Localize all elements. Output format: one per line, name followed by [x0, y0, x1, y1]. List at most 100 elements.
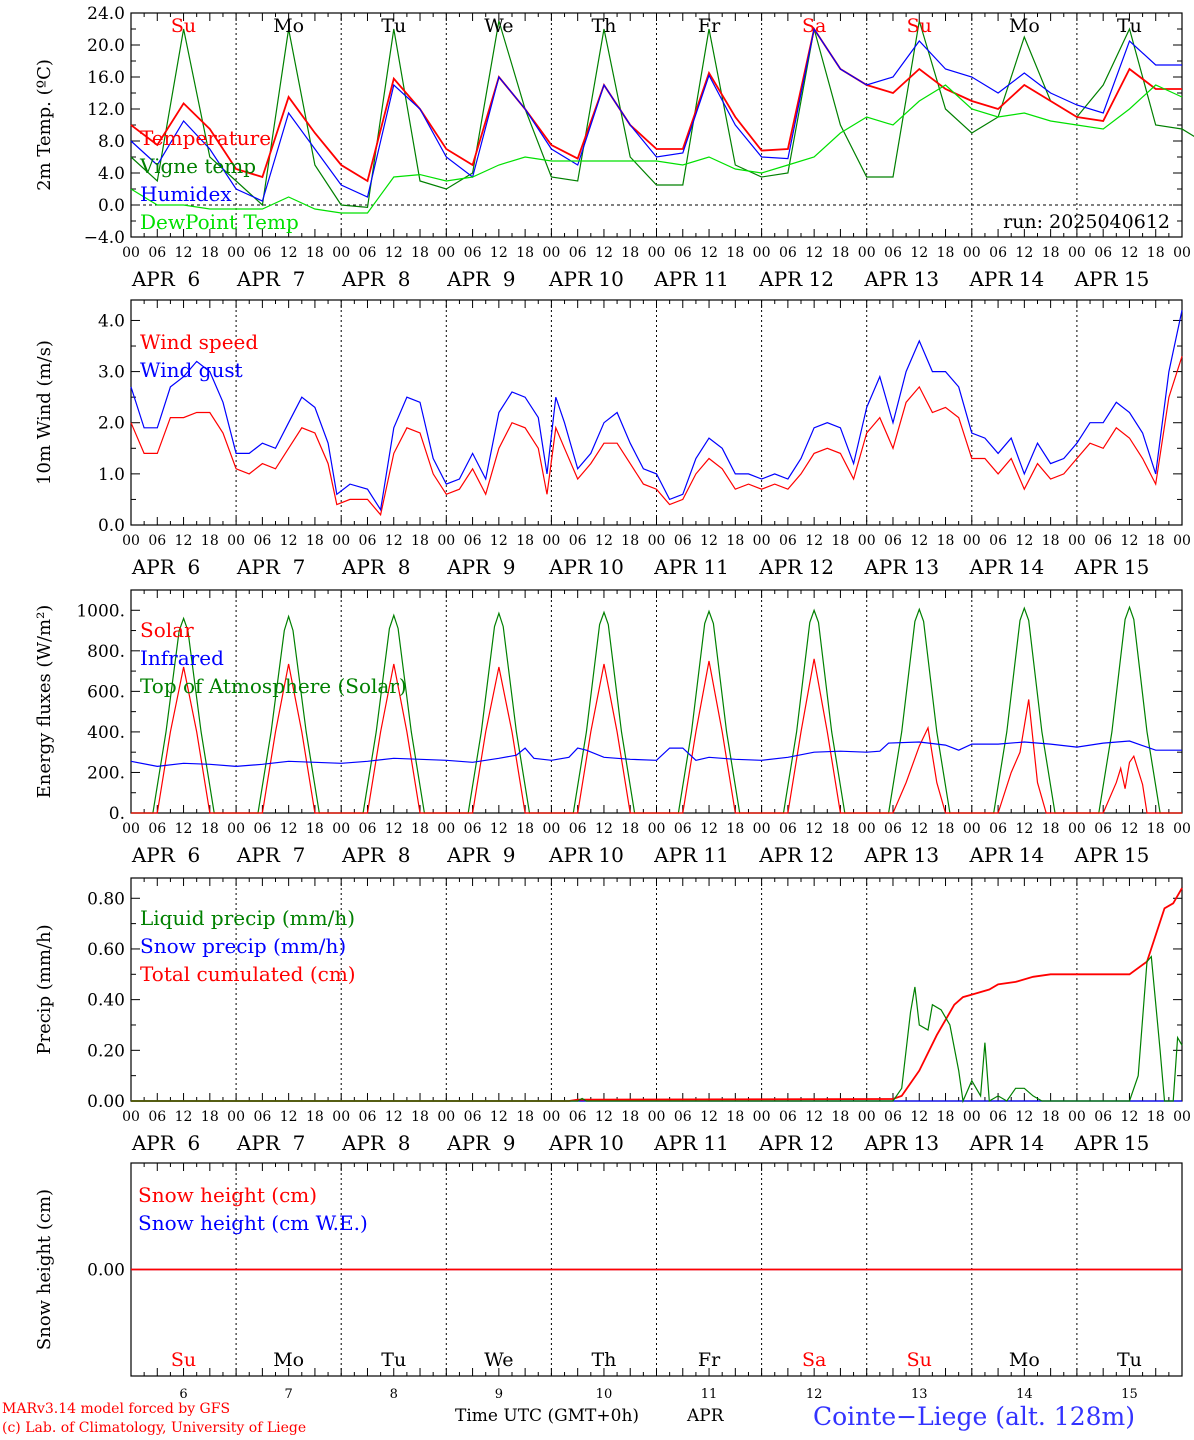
x-hour-label: 12 — [1015, 533, 1033, 549]
y-tick-label: 0. — [109, 804, 125, 824]
series-line-wind-gust — [130, 310, 1183, 512]
y-tick-label: 4.0 — [98, 311, 125, 331]
x-hour-label: 00 — [648, 821, 666, 837]
station-name: Cointe−Liege (alt. 128m) — [813, 1402, 1135, 1431]
x-hour-label: 18 — [1042, 821, 1060, 837]
y-tick-label: 200. — [87, 763, 125, 783]
weekday-label-top: Th — [591, 15, 616, 37]
x-hour-label: 00 — [122, 1109, 140, 1125]
x-hour-label: 06 — [359, 821, 377, 837]
x-hour-label: 18 — [306, 533, 324, 549]
x-hour-label: 12 — [1015, 1109, 1033, 1125]
y-tick-label: 0.80 — [87, 889, 125, 909]
x-hour-label: 12 — [175, 533, 193, 549]
x-hour-label: 12 — [385, 1109, 403, 1125]
x-hour-label: 18 — [621, 1109, 639, 1125]
x-hour-label: 00 — [1173, 1109, 1191, 1125]
x-hour-label: 06 — [779, 533, 797, 549]
legend-entry: Top of Atmosphere (Solar) — [140, 674, 407, 698]
x-hour-label: 06 — [989, 245, 1007, 261]
x-hour-label: 06 — [989, 1109, 1007, 1125]
x-hour-label: 06 — [464, 245, 482, 261]
x-date-label: APR 15 — [1074, 267, 1150, 291]
weekday-label-bottom: Tu — [1117, 1349, 1142, 1371]
x-hour-label: 00 — [1068, 1109, 1086, 1125]
x-hour-label: 18 — [1147, 245, 1165, 261]
x-date-label: APR 15 — [1074, 555, 1150, 579]
x-hour-label: 00 — [648, 1109, 666, 1125]
x-hour-label: 18 — [1147, 533, 1165, 549]
y-axis-label: 10m Wind (m/s) — [34, 340, 55, 485]
x-hour-label: 06 — [148, 1109, 166, 1125]
x-hour-label: 18 — [621, 245, 639, 261]
x-hour-label: 12 — [805, 533, 823, 549]
x-hour-label: 06 — [569, 533, 587, 549]
y-tick-label: 0.60 — [87, 940, 125, 960]
x-hour-label: 18 — [1147, 821, 1165, 837]
x-hour-label: 06 — [359, 1109, 377, 1125]
x-hour-label: 00 — [963, 1109, 981, 1125]
series-line-humidex — [130, 27, 1182, 202]
x-axis-title: Time UTC (GMT+0h) — [455, 1406, 640, 1426]
y-tick-label: 0.0 — [98, 516, 125, 536]
x-hour-label: 12 — [1121, 245, 1139, 261]
weekday-label-top: Su — [907, 15, 932, 37]
x-hour-label: 18 — [726, 821, 744, 837]
x-hour-label: 12 — [595, 821, 613, 837]
x-date-label: APR 11 — [653, 843, 729, 867]
x-date-label: APR 6 — [131, 555, 200, 579]
day-number-label: 6 — [179, 1387, 187, 1402]
credit-line-2: (c) Lab. of Climatology, University of L… — [2, 1420, 307, 1436]
x-hour-label: 12 — [280, 821, 298, 837]
x-hour-label: 12 — [805, 245, 823, 261]
x-hour-label: 18 — [411, 821, 429, 837]
x-hour-label: 12 — [700, 245, 718, 261]
x-hour-label: 12 — [805, 1109, 823, 1125]
weekday-label-bottom: Mo — [1009, 1349, 1040, 1371]
x-hour-label: 00 — [753, 1109, 771, 1125]
x-hour-label: 06 — [884, 1109, 902, 1125]
y-tick-label: 0.00 — [87, 1261, 125, 1281]
x-hour-label: 06 — [253, 245, 271, 261]
run-annotation: run: 2025040612 — [1003, 211, 1170, 233]
x-hour-label: 06 — [884, 533, 902, 549]
x-date-label: APR 7 — [236, 267, 305, 291]
series-line-wind-speed — [130, 356, 1183, 517]
x-hour-label: 06 — [148, 821, 166, 837]
x-date-label: APR 14 — [968, 1131, 1044, 1155]
x-hour-label: 12 — [595, 1109, 613, 1125]
y-tick-label: 600. — [87, 682, 125, 702]
panel-snow — [130, 1162, 1183, 1377]
day-number-label: 10 — [596, 1387, 613, 1402]
x-hour-label: 06 — [253, 1109, 271, 1125]
x-hour-label: 12 — [595, 245, 613, 261]
x-hour-label: 00 — [227, 533, 245, 549]
x-hour-label: 06 — [148, 533, 166, 549]
x-date-label: APR 12 — [758, 267, 834, 291]
x-hour-label: 00 — [542, 245, 560, 261]
x-hour-label: 12 — [700, 821, 718, 837]
x-hour-label: 00 — [1173, 533, 1191, 549]
x-date-label: APR 11 — [653, 1131, 729, 1155]
legend-entry: Solar — [140, 618, 194, 642]
series-line-infrared — [130, 740, 1182, 768]
x-hour-label: 00 — [542, 533, 560, 549]
x-hour-label: 18 — [1147, 1109, 1165, 1125]
series-line-temperature — [130, 26, 1182, 183]
x-hour-label: 18 — [306, 1109, 324, 1125]
x-hour-label: 00 — [122, 821, 140, 837]
x-hour-label: 00 — [858, 533, 876, 549]
x-hour-label: 18 — [411, 1109, 429, 1125]
x-date-label: APR 9 — [446, 843, 515, 867]
x-hour-label: 18 — [621, 533, 639, 549]
x-hour-label: 12 — [385, 821, 403, 837]
day-number-label: 7 — [285, 1387, 293, 1402]
x-hour-label: 18 — [1042, 1109, 1060, 1125]
x-hour-label: 18 — [411, 245, 429, 261]
x-hour-label: 00 — [1068, 533, 1086, 549]
x-hour-label: 00 — [437, 245, 455, 261]
weekday-label-top: We — [484, 15, 513, 37]
x-hour-label: 18 — [201, 1109, 219, 1125]
x-hour-label: 00 — [332, 533, 350, 549]
x-hour-label: 06 — [569, 821, 587, 837]
